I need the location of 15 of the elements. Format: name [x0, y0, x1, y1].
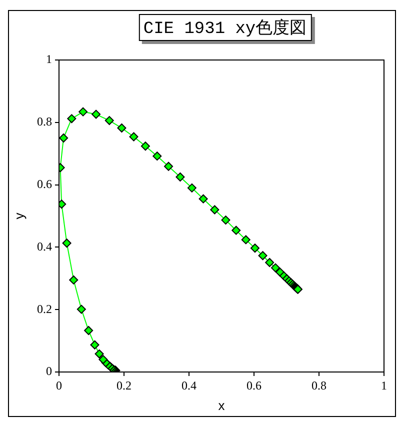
y-axis-title: y [11, 212, 26, 220]
x-tick-label: 0.2 [116, 378, 132, 392]
x-tick-label: 0.6 [246, 378, 262, 392]
y-tick-label: 1 [46, 52, 52, 66]
y-tick-label: 0.6 [37, 176, 52, 191]
x-axis-title: x [218, 398, 226, 413]
x-tick-label: 0.8 [312, 378, 326, 392]
chart-title: CIE 1931 xy色度図 [138, 14, 312, 41]
x-tick-label: 0 [56, 378, 62, 392]
y-tick-label: 0 [46, 364, 52, 378]
y-tick-label: 0.8 [37, 114, 52, 129]
x-tick-label: 0.4 [182, 378, 196, 392]
x-tick-label: 1 [381, 378, 387, 392]
y-tick-label: 0.4 [37, 239, 52, 254]
y-tick-label: 0.2 [37, 302, 52, 316]
